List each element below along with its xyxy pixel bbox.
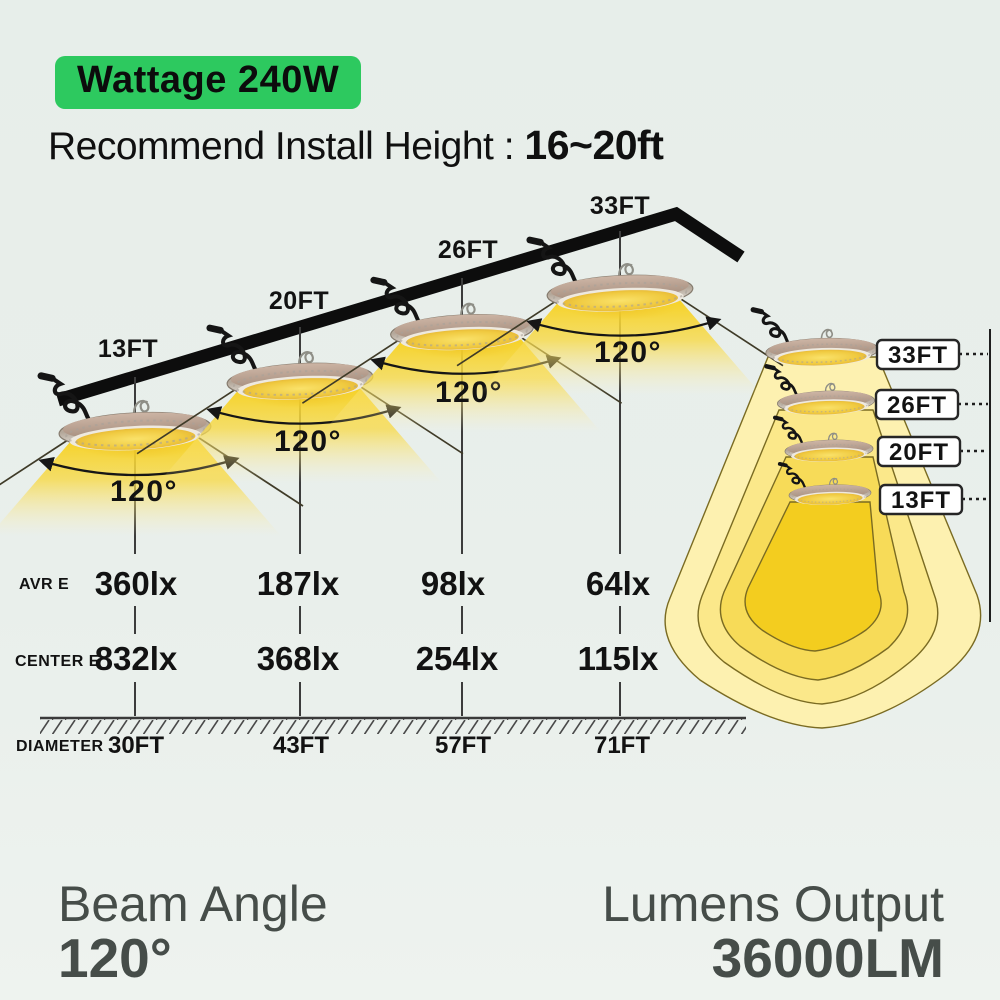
height-tag-33ft <box>875 338 961 371</box>
height-tag-20ft <box>876 435 962 468</box>
diameter-value: 30FT <box>108 732 164 759</box>
height-label: 26FT <box>438 236 498 264</box>
center-value: 254lx <box>416 640 499 677</box>
avr-value: 187lx <box>257 565 340 602</box>
height-label: 13FT <box>98 335 158 363</box>
diameter-value: 57FT <box>435 732 491 759</box>
beam-angle-label: 120° <box>594 336 662 369</box>
ceiling-bar <box>56 206 745 407</box>
highbay-light-13ft: 120° 13FT <box>0 335 303 536</box>
lumens-output-stat: Lumens Output 36000LM <box>602 878 944 987</box>
height-tag-13ft <box>878 483 964 516</box>
height-tag-label: 26FT <box>887 392 947 419</box>
avr-value: 98lx <box>421 565 486 602</box>
height-label: 33FT <box>590 192 650 220</box>
center-value: 115lx <box>578 640 659 677</box>
highbay-light-20ft: 120° 20FT <box>137 287 463 483</box>
avr-value: 64lx <box>586 565 651 602</box>
row-label-diameter: DIAMETER <box>16 738 104 755</box>
height-tag-label: 13FT <box>891 487 951 514</box>
height-tag-label: 20FT <box>889 439 949 466</box>
ground-line <box>40 716 746 734</box>
height-ruler: 33FT 26FT 20FT 13FT <box>874 329 991 622</box>
highbay-light-33ft: 120° 33FT <box>457 192 783 395</box>
lux-table: AVR E 360lx 187lx 98lx 64lx CENTER E 832… <box>15 565 659 759</box>
diameter-value: 71FT <box>594 732 650 759</box>
avr-value: 360lx <box>95 565 178 602</box>
height-label: 20FT <box>269 287 329 315</box>
install-height-text: Recommend Install Height : <box>48 125 525 168</box>
wattage-badge: Wattage 240W <box>55 56 362 109</box>
height-tag-26ft <box>874 388 960 421</box>
height-tag-label: 33FT <box>888 342 948 369</box>
install-height-value: 16~20ft <box>524 122 664 168</box>
beam-angle-stat: Beam Angle 120° <box>58 878 328 987</box>
cone-13ft <box>744 501 882 652</box>
row-label-avr: AVR E <box>19 576 69 593</box>
install-height-subtitle: Recommend Install Height : 16~20ft <box>48 122 664 169</box>
center-value: 832lx <box>95 640 178 677</box>
center-value: 368lx <box>257 640 340 677</box>
diameter-value: 43FT <box>273 732 329 759</box>
beam-angle-title: Beam Angle <box>58 876 328 932</box>
lumens-output-value: 36000LM <box>711 927 944 989</box>
row-label-center: CENTER E <box>15 653 100 670</box>
beam-angle-value: 120° <box>58 927 172 989</box>
lumens-output-title: Lumens Output <box>602 876 944 932</box>
wattage-badge-label: Wattage 240W <box>77 59 340 101</box>
